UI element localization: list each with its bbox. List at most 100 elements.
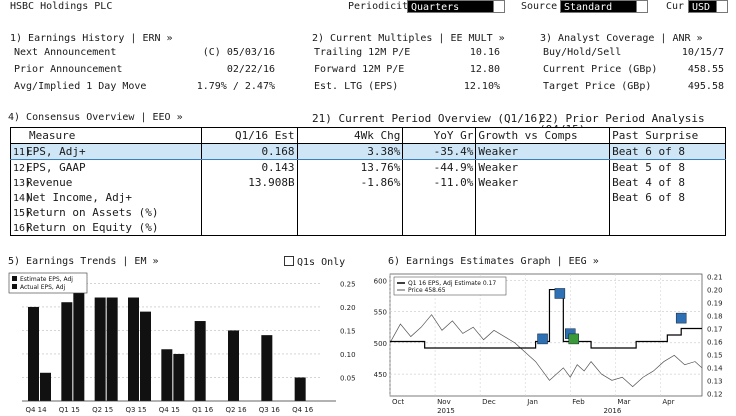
table-row[interactable]: 14)Net Income, Adj+ Beat 6 of 8 — [10, 190, 726, 205]
growth-cell: Weaker — [475, 175, 611, 190]
legend-box — [8, 272, 88, 294]
earnings-trends-link[interactable]: 5) Earnings Trends | EM » — [8, 256, 159, 267]
growth-cell: Weaker — [475, 143, 611, 160]
estimate-bar — [28, 306, 39, 401]
legend-swatch — [12, 276, 17, 281]
y-right-tick-label: 0.16 — [707, 338, 723, 346]
event-marker — [568, 333, 579, 345]
row-number: 11) — [13, 146, 32, 158]
q1s-only-label: Q1s Only — [297, 257, 346, 268]
table-row[interactable]: 15)Return on Assets (%) — [10, 205, 726, 220]
estimate-bar — [94, 297, 106, 401]
current-period-link[interactable]: 21) Current Period Overview (Q1/16) — [312, 112, 544, 125]
actual-bar — [73, 288, 85, 401]
col-growth-vs-comps[interactable]: Growth vs Comps — [475, 127, 611, 144]
y-right-tick-label: 0.15 — [707, 351, 723, 359]
measure-name: Return on Assets (%) — [26, 205, 159, 219]
table-row[interactable]: 13)Revenue 13.908B -1.86% -11.0% Weaker … — [10, 175, 726, 190]
y-right-tick-label: 0.12 — [707, 390, 723, 398]
table-row[interactable]: 16)Return on Equity (%) — [10, 220, 726, 236]
analyst-coverage-link[interactable]: 3) Analyst Coverage | ANR » — [540, 33, 703, 44]
table-row[interactable]: 12)EPS, GAAP 0.143 13.76% -44.9% Weaker … — [10, 159, 726, 175]
change-cell: 3.38% — [296, 143, 404, 160]
event-marker — [537, 333, 548, 345]
yoy-cell — [402, 220, 477, 236]
change-cell — [296, 205, 404, 220]
change-cell — [296, 220, 404, 236]
measure-cell: 16)Return on Equity (%) — [10, 220, 202, 236]
col-past-surprise[interactable]: Past Surprise — [609, 127, 726, 144]
table-row[interactable]: 11)EPS, Adj+ 0.168 3.38% -35.4% Weaker B… — [10, 143, 726, 160]
surprise-cell — [609, 220, 726, 236]
measure-name: Return on Equity (%) — [26, 220, 159, 234]
col-4wk-change[interactable]: 4Wk Chg — [296, 127, 404, 144]
event-marker — [554, 288, 566, 299]
x-tick-label: Q4 16 — [292, 406, 314, 414]
yoy-cell — [402, 190, 477, 205]
legend-label: Q1 16 EPS, Adj Estimate 0.17 — [408, 280, 496, 287]
growth-cell — [475, 205, 611, 220]
y-right-tick-label: 0.13 — [707, 377, 723, 385]
next-announcement-value: (C) 05/03/16 — [202, 47, 275, 58]
est-ltg-label: Est. LTG (EPS) — [314, 81, 399, 92]
row-number: 13) — [13, 177, 32, 189]
estimate-cell — [200, 220, 298, 236]
trailing-pe-value: 10.16 — [469, 47, 500, 58]
x-tick-label: Q4 14 — [25, 406, 47, 414]
estimate-bar — [128, 297, 139, 401]
y-tick-label: 0.20 — [340, 304, 356, 312]
estimate-cell: 13.908B — [200, 175, 298, 190]
forward-pe-value: 12.80 — [469, 64, 500, 75]
yoy-cell: -35.4% — [402, 143, 477, 160]
x-tick-label: Dec — [482, 398, 496, 406]
consensus-header-row: Measure Q1/16 Est 4Wk Chg YoY Gr Growth … — [10, 127, 726, 144]
buy-hold-sell-label: Buy/Hold/Sell — [543, 47, 622, 58]
surprise-cell: Beat 5 of 8 — [609, 159, 726, 175]
estimate-bar — [294, 377, 306, 401]
periodicity-dropdown[interactable]: Quarters — [407, 0, 505, 13]
legend-box — [393, 276, 507, 296]
surprise-cell: Beat 4 of 8 — [609, 175, 726, 190]
measure-cell: 13)Revenue — [10, 175, 202, 190]
surprise-cell: Beat 6 of 8 — [609, 143, 726, 160]
col-measure[interactable]: Measure — [10, 127, 202, 144]
periodicity-label: Periodicity — [348, 1, 415, 12]
earnings-history-link[interactable]: 1) Earnings History | ERN » — [10, 33, 173, 44]
earnings-estimates-graph-link[interactable]: 6) Earnings Estimates Graph | EEG » — [388, 256, 599, 267]
y-right-tick-label: 0.14 — [707, 364, 723, 372]
consensus-table: Measure Q1/16 Est 4Wk Chg YoY Gr Growth … — [10, 127, 726, 236]
y-left-tick-label: 450 — [374, 371, 387, 379]
y-left-tick-label: 550 — [374, 309, 387, 317]
x-tick-label: Q1 15 — [59, 406, 80, 414]
event-marker — [675, 312, 687, 324]
y-right-tick-label: 0.21 — [707, 274, 723, 282]
row-number: 15) — [13, 207, 32, 219]
surprise-cell — [609, 205, 726, 220]
y-tick-label: 0.10 — [340, 351, 356, 359]
x-tick-label: Q4 15 — [159, 406, 180, 414]
next-announcement-label: Next Announcement — [14, 47, 117, 58]
y-tick-label: 0.05 — [340, 374, 356, 382]
measure-name: Revenue — [26, 175, 73, 189]
estimate-cell: 0.168 — [200, 143, 298, 160]
x-tick-label: Mar — [617, 398, 630, 406]
estimate-bar — [161, 349, 173, 401]
col-yoy-growth[interactable]: YoY Gr — [402, 127, 477, 144]
q1s-only-checkbox[interactable]: Q1s Only — [284, 256, 345, 268]
legend-swatch — [12, 284, 17, 289]
estimate-cell — [200, 205, 298, 220]
currency-dropdown[interactable]: USD — [688, 0, 728, 13]
y-tick-label: 0.15 — [340, 327, 356, 335]
x-tick-label: Apr — [662, 398, 674, 406]
prior-announcement-value: 02/22/16 — [226, 64, 275, 75]
col-estimate[interactable]: Q1/16 Est — [200, 127, 298, 144]
source-dropdown[interactable]: Standard — [560, 0, 648, 13]
target-price-label: Target Price (GBp) — [543, 81, 652, 92]
growth-cell — [475, 220, 611, 236]
surprise-cell: Beat 6 of 8 — [609, 190, 726, 205]
current-multiples-link[interactable]: 2) Current Multiples | EE MULT » — [312, 33, 505, 44]
day-move-label: Avg/Implied 1 Day Move — [14, 81, 147, 92]
earnings-trends-chart: 0.25 0.20 0.15 0.10 0.05 Q4 14 Q1 15 Q2 15 Q3 15… — [8, 272, 356, 414]
consensus-overview-link[interactable]: 4) Consensus Overview | EEO » — [8, 112, 183, 123]
forward-pe-label: Forward 12M P/E — [314, 64, 405, 75]
